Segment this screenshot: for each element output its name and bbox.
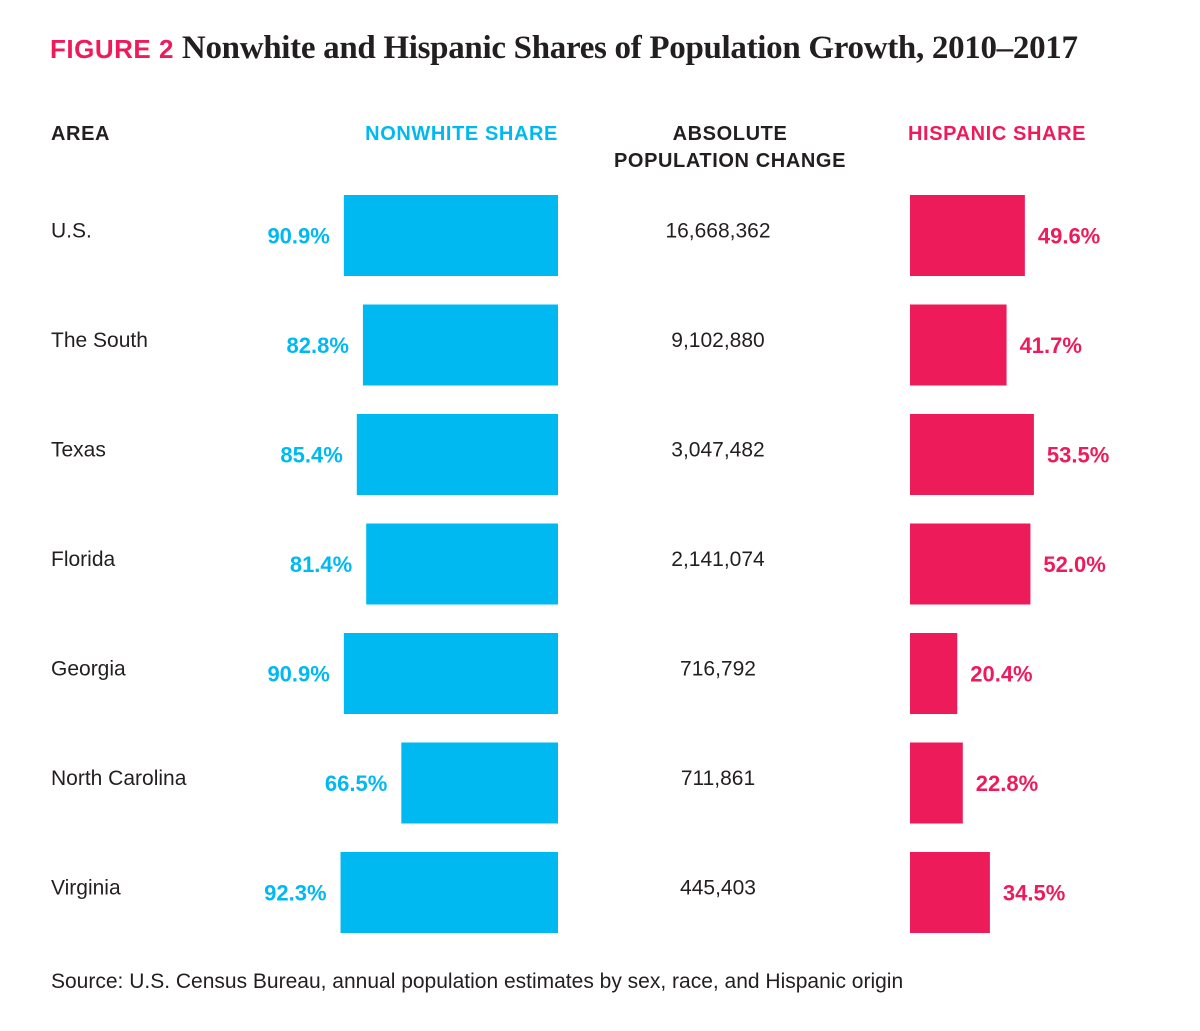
nonwhite-value-georgia: 90.9% (267, 662, 329, 687)
hispanic-bar-texas (910, 414, 1034, 495)
hispanic-value-north-carolina: 22.8% (976, 771, 1038, 796)
absolute-change-north-carolina: 711,861 (681, 767, 755, 790)
nonwhite-bar-north-carolina (401, 742, 558, 824)
hispanic-bar-u-s (910, 195, 1025, 276)
nonwhite-bar-u-s (343, 195, 558, 276)
nonwhite-value-u-s: 90.9% (267, 224, 329, 249)
hispanic-value-virginia: 34.5% (1003, 881, 1065, 906)
area-label-florida: Florida (51, 548, 116, 571)
nonwhite-bar-virginia (340, 852, 558, 933)
nonwhite-value-florida: 81.4% (290, 552, 352, 577)
column-header-area: AREA (51, 123, 111, 145)
hispanic-bar-the-south (910, 304, 1007, 386)
hispanic-value-georgia: 20.4% (970, 662, 1032, 687)
bar-chart: U.S. 90.9% 16,668,362 49.6% The South 82.8% 9,… (51, 195, 1109, 933)
nonwhite-value-north-carolina: 66.5% (325, 771, 387, 796)
hispanic-value-u-s: 49.6% (1038, 224, 1100, 249)
chart-title: FIGURE 2 Nonwhite and Hispanic Shares of … (50, 30, 1078, 67)
nonwhite-value-virginia: 92.3% (264, 881, 326, 906)
absolute-change-u-s: 16,668,362 (665, 220, 770, 243)
hispanic-value-florida: 52.0% (1043, 552, 1105, 577)
absolute-change-texas: 3,047,482 (671, 439, 764, 462)
figure-label: FIGURE 2 (50, 34, 174, 64)
figure-title: Nonwhite and Hispanic Shares of Populati… (181, 30, 1078, 66)
absolute-change-georgia: 716,792 (680, 658, 756, 681)
hispanic-value-the-south: 41.7% (1020, 333, 1082, 358)
hispanic-value-texas: 53.5% (1047, 443, 1109, 468)
hispanic-bar-north-carolina (910, 742, 963, 824)
column-header-absolute-line-1: ABSOLUTE (672, 123, 788, 145)
absolute-change-florida: 2,141,074 (671, 548, 765, 571)
area-label-virginia: Virginia (51, 877, 121, 900)
absolute-change-the-south: 9,102,880 (671, 329, 764, 352)
hispanic-bar-florida (910, 523, 1031, 605)
nonwhite-bar-the-south (362, 304, 558, 386)
absolute-change-virginia: 445,403 (680, 877, 756, 900)
hispanic-bar-georgia (910, 633, 958, 714)
column-header-nonwhite-share: NONWHITE SHARE (365, 123, 558, 145)
area-label-texas: Texas (51, 439, 106, 462)
column-header-hispanic-share: HISPANIC SHARE (908, 123, 1087, 145)
area-label-north-carolina: North Carolina (51, 767, 187, 790)
area-label-u-s: U.S. (51, 220, 92, 243)
area-label-the-south: The South (51, 329, 148, 352)
nonwhite-bar-florida (366, 523, 558, 605)
nonwhite-bar-texas (356, 414, 558, 495)
column-header-absolute-line-2: POPULATION CHANGE (613, 150, 847, 172)
source-note: Source: U.S. Census Bureau, annual popul… (51, 970, 904, 993)
column-header-absolute-population-change: ABSOLUTE POPULATION CHANGE (595, 121, 865, 175)
nonwhite-bar-georgia (343, 633, 558, 714)
hispanic-bar-virginia (910, 852, 990, 933)
nonwhite-value-the-south: 82.8% (287, 333, 349, 358)
nonwhite-value-texas: 85.4% (280, 443, 342, 468)
area-label-georgia: Georgia (51, 658, 126, 681)
